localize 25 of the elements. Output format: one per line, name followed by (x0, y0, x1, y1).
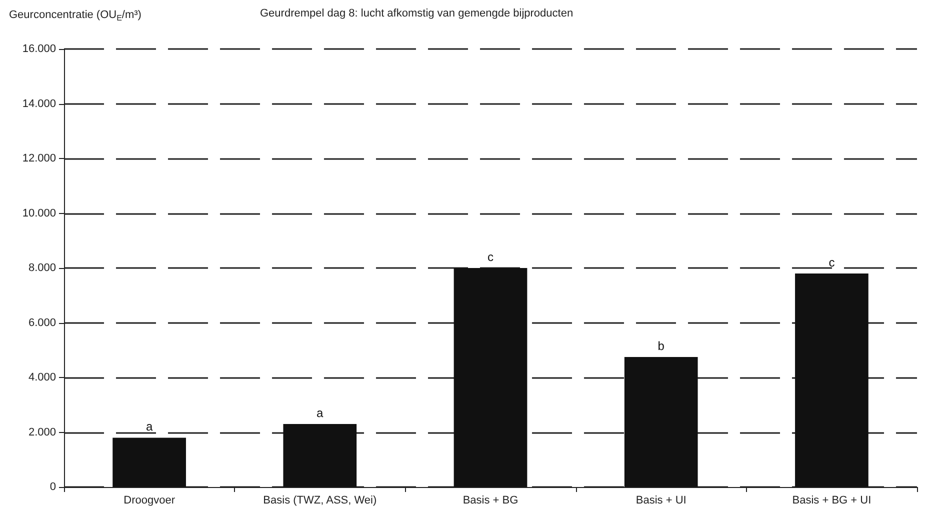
y-tick-label: 12.000 (22, 152, 56, 164)
x-tick-label: Droogvoer (124, 494, 176, 506)
annotation: a (316, 406, 324, 420)
bar (112, 438, 186, 487)
y-tick-label: 14.000 (22, 98, 56, 110)
x-tick-label: Basis + BG + UI (792, 494, 872, 506)
y-tick-label: 0 (50, 481, 56, 493)
y-tick-label: 2.000 (28, 426, 56, 438)
y-tick-label: 6.000 (28, 316, 56, 329)
bar (283, 424, 357, 487)
y-tick-label: 16.000 (22, 43, 56, 55)
annotation: b (658, 338, 665, 353)
x-tick-label: Basis + UI (636, 494, 686, 506)
y-tick-label: 10.000 (22, 207, 56, 220)
x-tick-label: Basis (TWZ, ASS, Wei) (263, 494, 377, 506)
annotation: a (146, 420, 153, 434)
bar (624, 356, 698, 487)
bar (795, 273, 868, 487)
annotation: c (488, 250, 494, 264)
chart-title: Geurdrempel dag 8: lucht afkomstig van gemengde bijproducten (260, 8, 574, 20)
x-tick-label: Basis + BG (462, 494, 518, 506)
bar (454, 268, 528, 487)
annotation: c (828, 255, 835, 270)
y-tick-label: 4.000 (28, 372, 56, 384)
y-tick-label: 8.000 (28, 262, 56, 274)
